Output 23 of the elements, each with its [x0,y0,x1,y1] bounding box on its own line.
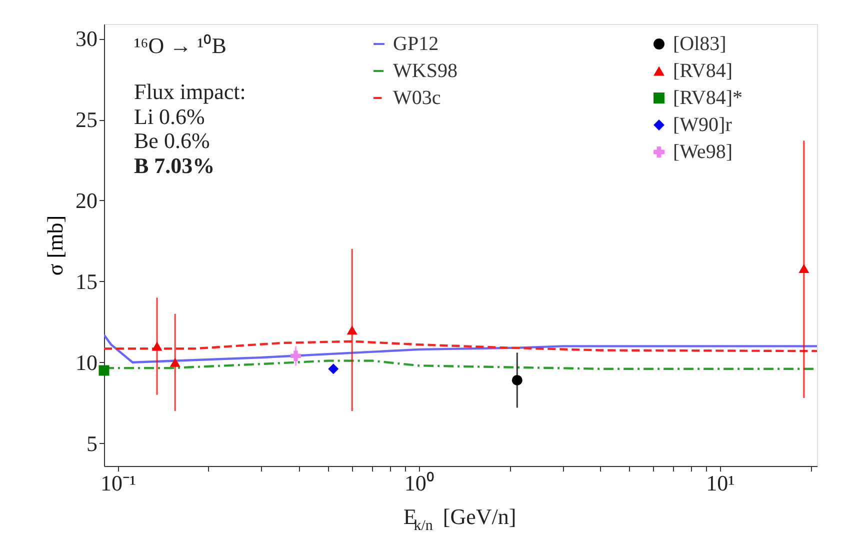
y-axis-title: σ [mb] [42,215,68,276]
legend-label: [We98] [673,141,732,163]
annotation: B 7.03% [134,153,215,178]
annotation: Be 0.6% [134,128,210,153]
y-tick-label: 30 [76,26,98,52]
x-tick-label: 10⁻¹ [100,470,136,496]
y-tick-label: 20 [76,188,98,213]
annotation: Flux impact: [134,79,246,104]
y-tick-label: 25 [76,107,98,132]
legend-label: [RV84]* [673,87,743,109]
legend-label: [Ol83] [673,33,726,55]
legend-label: [W90]r [673,114,732,136]
annotation: Li 0.6% [134,104,205,129]
legend-label: [RV84] [673,60,733,82]
legend-label: W03c [393,87,441,109]
y-tick-label: 10 [76,350,98,375]
y-tick-label: 15 [76,268,98,294]
legend-label: GP12 [393,33,439,55]
y-tick-label: 5 [86,430,98,456]
x-tick-label: 10⁰ [404,470,434,496]
legend-label: WKS98 [393,60,458,82]
annotation: ¹⁶O → ¹⁰B [134,33,226,58]
x-tick-label: 10¹ [706,470,735,496]
